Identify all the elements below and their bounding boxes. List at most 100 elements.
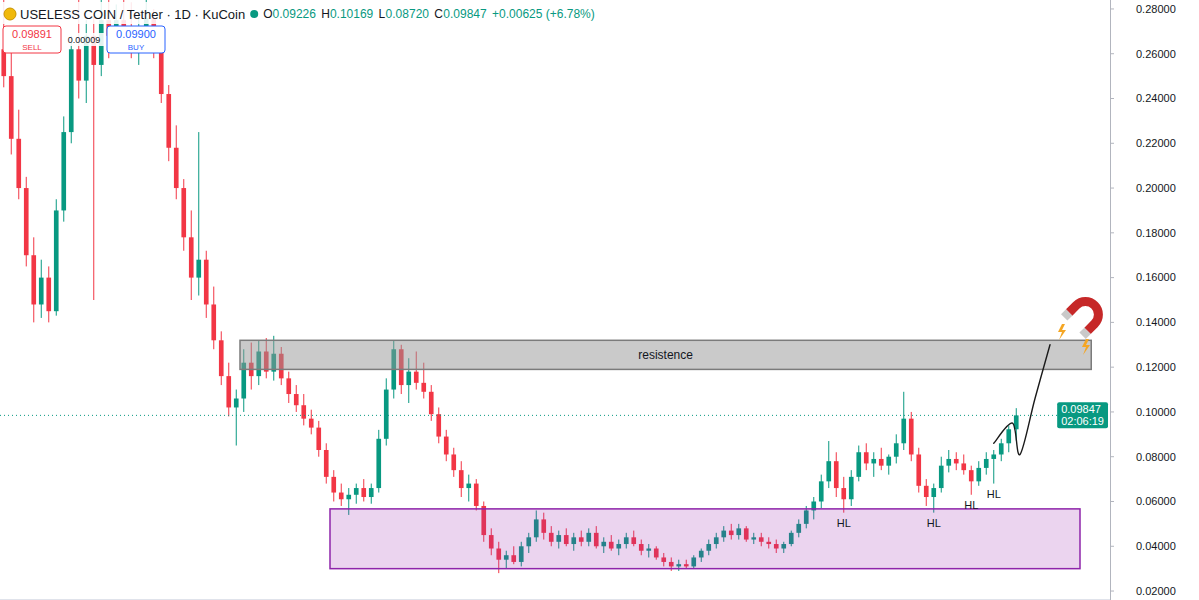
- candle-body: [16, 139, 21, 188]
- candle-body: [159, 49, 164, 94]
- candle-body: [346, 495, 351, 499]
- candle-body: [54, 210, 59, 311]
- candle-body: [286, 378, 291, 394]
- ohlc-key: C: [434, 7, 443, 21]
- zone-label: resistence: [638, 348, 693, 362]
- magnet-tip: [1061, 309, 1072, 320]
- candle-body: [871, 459, 876, 463]
- candle-body: [474, 484, 479, 506]
- sell-box[interactable]: [3, 26, 61, 53]
- candle-body: [331, 477, 336, 493]
- candle-body: [421, 383, 426, 392]
- candle-body: [316, 428, 321, 450]
- price-box-bg: [1057, 402, 1108, 428]
- sell-price: 0.09891: [12, 28, 52, 40]
- ohlc-key: O: [263, 7, 272, 21]
- symbol-title: USELESS COIN / Tether · 1D · KuCoin: [20, 7, 245, 22]
- candle-body: [234, 399, 239, 408]
- candle-body: [819, 481, 824, 501]
- y-axis-line: [1110, 0, 1111, 600]
- candle-body: [61, 132, 66, 210]
- candle-body: [361, 488, 366, 497]
- price-label: 0.09847: [1061, 403, 1101, 415]
- candle-body: [451, 454, 456, 470]
- candle-body: [849, 477, 854, 499]
- plot-area: [1, 0, 1091, 573]
- y-tick: [1110, 501, 1114, 502]
- candle-body: [196, 260, 201, 278]
- ohlc-value: 0.10169: [330, 7, 374, 21]
- price-box: 0.0984702:06:19: [1057, 402, 1108, 428]
- candle-body: [999, 443, 1004, 454]
- y-tick: [1110, 546, 1114, 547]
- candle-body: [69, 49, 74, 132]
- candle-body: [354, 488, 359, 495]
- x-axis-line: [0, 599, 1110, 600]
- candle-body: [459, 470, 464, 488]
- y-tick-label: 0.04000: [1136, 540, 1176, 552]
- candle-body: [961, 463, 966, 470]
- candle-body: [309, 419, 314, 428]
- ohlc-value: 0.09226: [273, 7, 317, 21]
- magnet-body: [1069, 296, 1104, 331]
- candle-body: [211, 304, 216, 340]
- ohlc-key: L: [379, 7, 386, 21]
- candle-wick: [236, 390, 237, 446]
- candle-body: [76, 49, 81, 80]
- spread-bg: [64, 33, 104, 46]
- candle-body: [294, 394, 299, 405]
- candle-body: [324, 450, 329, 477]
- y-tick-label: 0.26000: [1136, 48, 1176, 60]
- y-tick: [1110, 367, 1114, 368]
- candle-body: [864, 452, 869, 463]
- candle-body: [414, 372, 419, 383]
- candle-body: [31, 255, 36, 304]
- candle-body: [924, 486, 929, 497]
- ohlc-value: 0.08720: [386, 7, 430, 21]
- candle-body: [909, 419, 914, 455]
- candle-body: [916, 454, 921, 485]
- buy-box[interactable]: [107, 26, 165, 53]
- candle-body: [939, 466, 944, 488]
- candle-body: [406, 372, 411, 385]
- y-tick-label: 0.16000: [1136, 271, 1176, 283]
- candle-body: [384, 390, 389, 439]
- candle-body: [301, 405, 306, 418]
- candle-body: [46, 278, 51, 312]
- spark: [1058, 324, 1066, 340]
- candle-body: [166, 94, 171, 148]
- candle-body: [39, 278, 44, 305]
- y-tick: [1110, 411, 1114, 412]
- sell-label: SELL: [22, 43, 42, 52]
- candle-body: [841, 488, 846, 499]
- y-tick-label: 0.08000: [1136, 451, 1176, 463]
- candle-body: [856, 452, 861, 477]
- quote-boxes: 0.09891SELL0.000090.09900BUY: [3, 26, 165, 53]
- y-tick-label: 0.12000: [1136, 361, 1176, 373]
- last-price-line: [0, 415, 1057, 416]
- candle-body: [339, 493, 344, 500]
- spark: [1082, 339, 1090, 355]
- buy-price: 0.09900: [116, 28, 156, 40]
- candle-body: [991, 454, 996, 458]
- y-tick: [1110, 232, 1114, 233]
- candle-body: [369, 488, 374, 497]
- candle-body: [376, 439, 381, 488]
- candle-body: [466, 484, 471, 488]
- y-tick: [1110, 98, 1114, 99]
- buy-label: BUY: [128, 43, 145, 52]
- annotation-label: HL: [987, 488, 1001, 500]
- y-tick-label: 0.02000: [1136, 585, 1176, 597]
- candle-body: [226, 376, 231, 407]
- ohlc-key: H: [321, 7, 330, 21]
- annotation-label: HL: [837, 517, 851, 529]
- candle-body: [886, 457, 891, 466]
- y-tick: [1110, 322, 1114, 323]
- y-tick: [1110, 277, 1114, 278]
- magnet-tip: [1079, 328, 1090, 339]
- candle-body: [174, 148, 179, 188]
- zone: [240, 340, 1091, 369]
- zone: [330, 509, 1080, 569]
- candle-body: [181, 188, 186, 237]
- y-tick-label: 0.10000: [1136, 406, 1176, 418]
